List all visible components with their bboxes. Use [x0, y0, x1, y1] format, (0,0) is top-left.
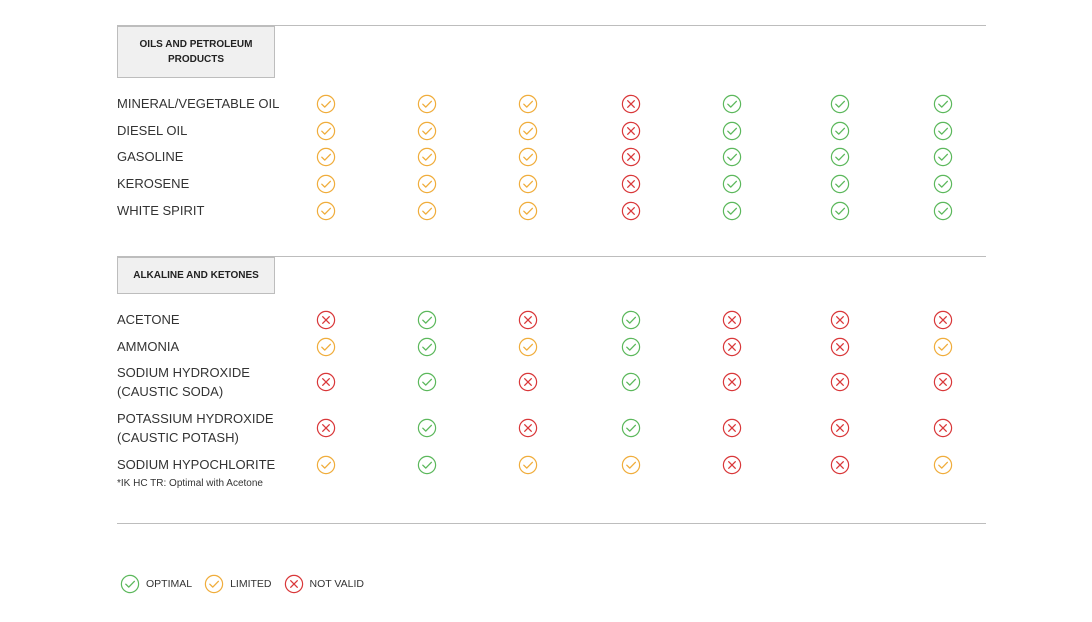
limited-check-icon: [316, 94, 336, 114]
optimal-check-icon: [722, 201, 742, 221]
not-valid-x-icon: [316, 418, 336, 438]
limited-check-icon: [518, 174, 538, 194]
optimal-check-icon: [417, 372, 437, 392]
not-valid-x-icon: [722, 372, 742, 392]
optimal-check-icon: [933, 94, 953, 114]
footnote: *IK HC TR: Optimal with Acetone: [117, 478, 263, 489]
not-valid-x-icon: [933, 310, 953, 330]
row-label: SODIUM HYPOCHLORITE: [117, 457, 276, 472]
row-label: POTASSIUM HYDROXIDE (CAUSTIC POTASH): [117, 411, 274, 445]
legend-item-not-valid: NOT VALID: [284, 574, 364, 594]
optimal-check-icon: [417, 455, 437, 475]
limited-check-icon: [518, 121, 538, 141]
section-title: ALKALINE AND KETONES: [133, 270, 259, 281]
optimal-check-icon: [722, 94, 742, 114]
optimal-check-icon: [417, 310, 437, 330]
limited-check-icon: [316, 201, 336, 221]
limited-check-icon: [316, 174, 336, 194]
row-label: WHITE SPIRIT: [117, 203, 205, 218]
optimal-check-icon: [621, 372, 641, 392]
limited-check-icon: [417, 121, 437, 141]
limited-check-icon: [933, 337, 953, 357]
not-valid-x-icon: [722, 337, 742, 357]
row-label: KEROSENE: [117, 176, 190, 191]
optimal-check-icon: [621, 310, 641, 330]
row-label: SODIUM HYDROXIDE (CAUSTIC SODA): [117, 365, 250, 399]
row-label: MINERAL/VEGETABLE OIL: [117, 96, 280, 111]
legend: OPTIMAL LIMITED NOT VALID: [120, 574, 376, 594]
row-label: ACETONE: [117, 312, 180, 327]
limited-check-icon: [518, 201, 538, 221]
section-header-alkaline: ALKALINE AND KETONES: [117, 257, 275, 294]
optimal-check-icon: [417, 337, 437, 357]
not-valid-x-icon: [518, 372, 538, 392]
not-valid-x-icon: [316, 310, 336, 330]
limited-check-icon: [316, 147, 336, 167]
section-title: OILS AND PETROLEUM PRODUCTS: [139, 39, 253, 65]
not-valid-x-icon: [722, 418, 742, 438]
row-label: GASOLINE: [117, 149, 184, 164]
not-valid-x-icon: [518, 310, 538, 330]
x-circle-icon: [284, 574, 310, 594]
not-valid-x-icon: [830, 337, 850, 357]
not-valid-x-icon: [621, 94, 641, 114]
not-valid-x-icon: [518, 418, 538, 438]
limited-check-icon: [518, 337, 538, 357]
not-valid-x-icon: [621, 147, 641, 167]
bottom-divider: [117, 523, 986, 524]
limited-check-icon: [316, 455, 336, 475]
check-circle-icon: [120, 574, 146, 594]
check-circle-icon: [204, 574, 230, 594]
not-valid-x-icon: [830, 418, 850, 438]
optimal-check-icon: [722, 147, 742, 167]
limited-check-icon: [316, 337, 336, 357]
middle-divider: [117, 256, 986, 257]
not-valid-x-icon: [722, 310, 742, 330]
limited-check-icon: [417, 174, 437, 194]
optimal-check-icon: [933, 121, 953, 141]
limited-check-icon: [417, 147, 437, 167]
optimal-check-icon: [933, 201, 953, 221]
legend-label: LIMITED: [230, 578, 272, 590]
limited-check-icon: [316, 121, 336, 141]
not-valid-x-icon: [722, 455, 742, 475]
limited-check-icon: [518, 455, 538, 475]
optimal-check-icon: [933, 147, 953, 167]
optimal-check-icon: [830, 147, 850, 167]
limited-check-icon: [518, 147, 538, 167]
not-valid-x-icon: [621, 121, 641, 141]
legend-label: NOT VALID: [309, 578, 364, 590]
optimal-check-icon: [830, 121, 850, 141]
section-header-oils: OILS AND PETROLEUM PRODUCTS: [117, 26, 275, 78]
not-valid-x-icon: [621, 174, 641, 194]
limited-check-icon: [417, 94, 437, 114]
not-valid-x-icon: [933, 418, 953, 438]
optimal-check-icon: [830, 174, 850, 194]
top-divider: [117, 25, 986, 26]
legend-item-optimal: OPTIMAL: [120, 574, 192, 594]
limited-check-icon: [417, 201, 437, 221]
limited-check-icon: [621, 455, 641, 475]
row-label: AMMONIA: [117, 339, 180, 354]
optimal-check-icon: [830, 201, 850, 221]
row-label: DIESEL OIL: [117, 123, 188, 138]
limited-check-icon: [518, 94, 538, 114]
limited-check-icon: [933, 455, 953, 475]
legend-label: OPTIMAL: [146, 578, 193, 590]
not-valid-x-icon: [830, 310, 850, 330]
not-valid-x-icon: [830, 372, 850, 392]
optimal-check-icon: [722, 174, 742, 194]
not-valid-x-icon: [316, 372, 336, 392]
not-valid-x-icon: [621, 201, 641, 221]
not-valid-x-icon: [830, 455, 850, 475]
optimal-check-icon: [417, 418, 437, 438]
not-valid-x-icon: [933, 372, 953, 392]
optimal-check-icon: [830, 94, 850, 114]
optimal-check-icon: [621, 337, 641, 357]
legend-item-limited: LIMITED: [204, 574, 272, 594]
optimal-check-icon: [621, 418, 641, 438]
optimal-check-icon: [722, 121, 742, 141]
optimal-check-icon: [933, 174, 953, 194]
